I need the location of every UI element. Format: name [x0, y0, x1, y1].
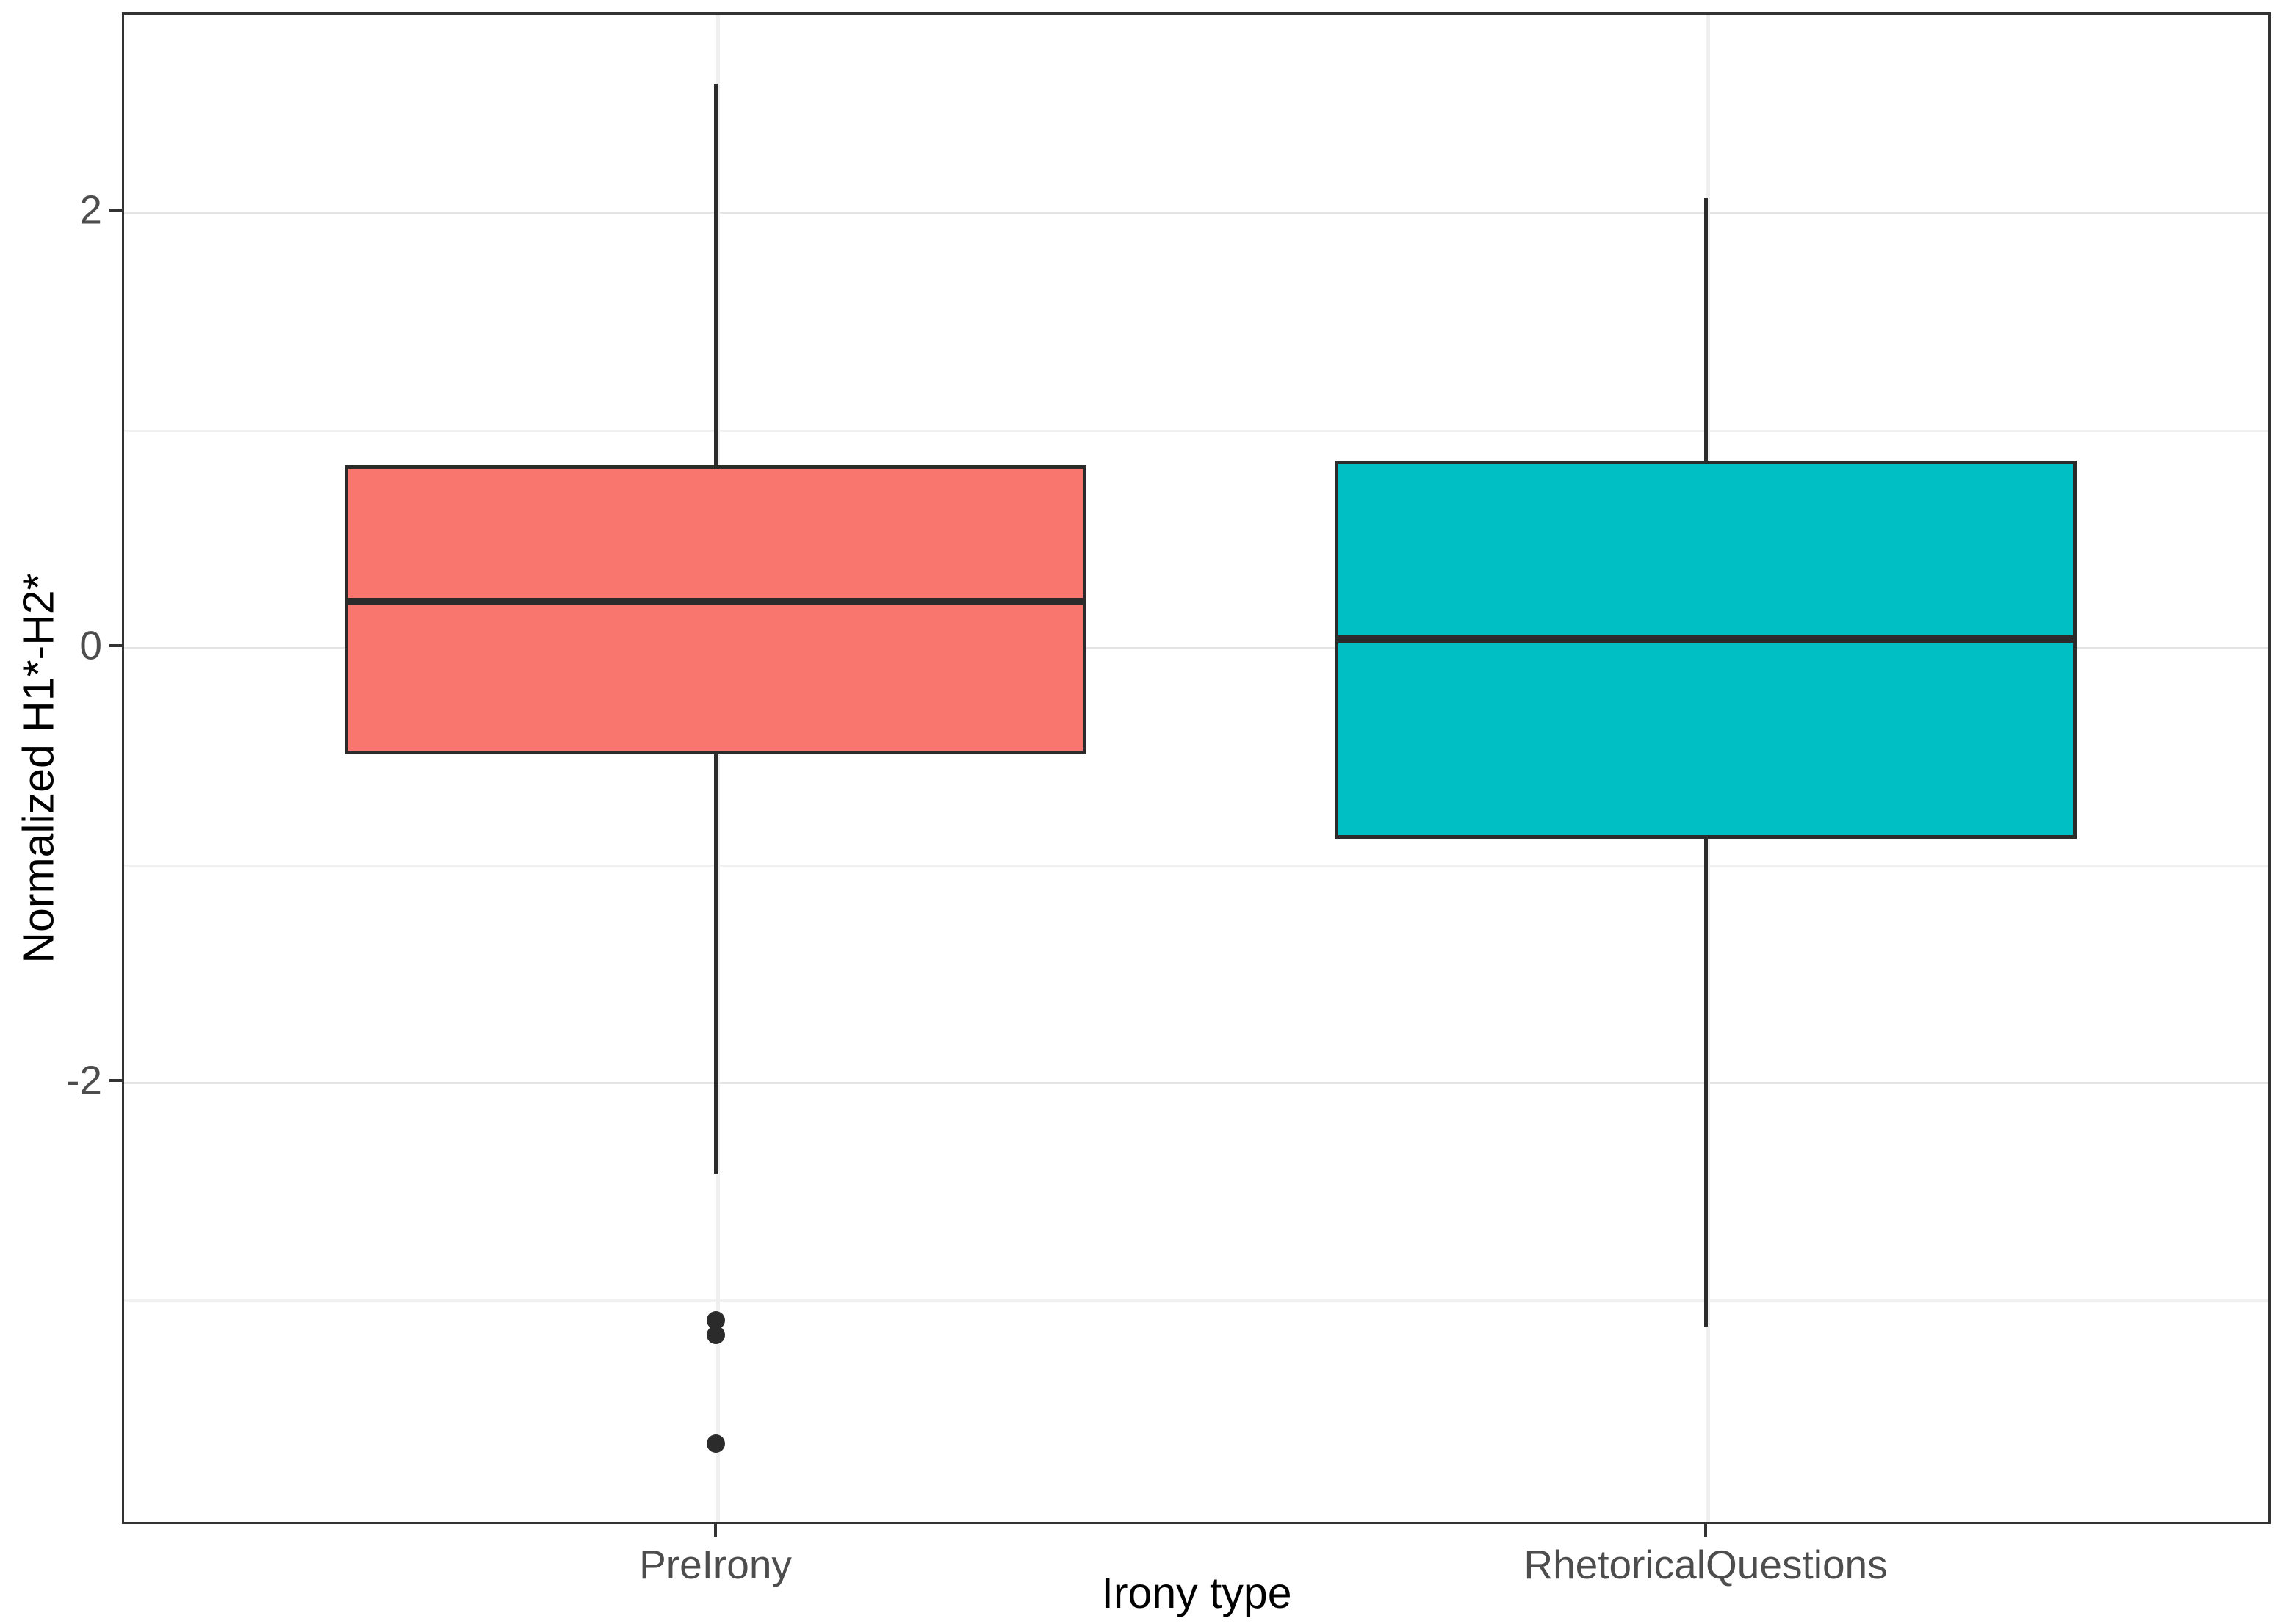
y-tick-mark	[109, 209, 122, 212]
boxplot-box	[1335, 460, 2077, 840]
x-axis-title: Irony type	[1101, 1569, 1292, 1617]
x-tick-label: RhetoricalQuestions	[1523, 1542, 1888, 1587]
minor-gridline	[124, 1299, 2268, 1302]
x-tick-mark	[714, 1524, 717, 1537]
major-gridline	[124, 212, 2268, 214]
major-gridline	[124, 1081, 2268, 1084]
x-tick-mark	[1704, 1524, 1707, 1537]
outlier-point	[707, 1434, 725, 1454]
outlier-point	[707, 1326, 725, 1345]
y-tick-label: 0	[79, 622, 102, 668]
category-gridline	[716, 15, 720, 1522]
boxplot-median	[1335, 635, 2077, 643]
boxplot-median	[345, 598, 1086, 606]
boxplot-box	[345, 464, 1086, 754]
x-tick-label: PreIrony	[639, 1542, 792, 1587]
y-tick-mark	[109, 1078, 122, 1082]
minor-gridline	[124, 429, 2268, 432]
y-tick-label: 2	[79, 187, 102, 233]
minor-gridline	[124, 864, 2268, 867]
y-tick-label: -2	[66, 1057, 102, 1103]
y-tick-mark	[109, 643, 122, 647]
major-gridline	[124, 646, 2268, 649]
